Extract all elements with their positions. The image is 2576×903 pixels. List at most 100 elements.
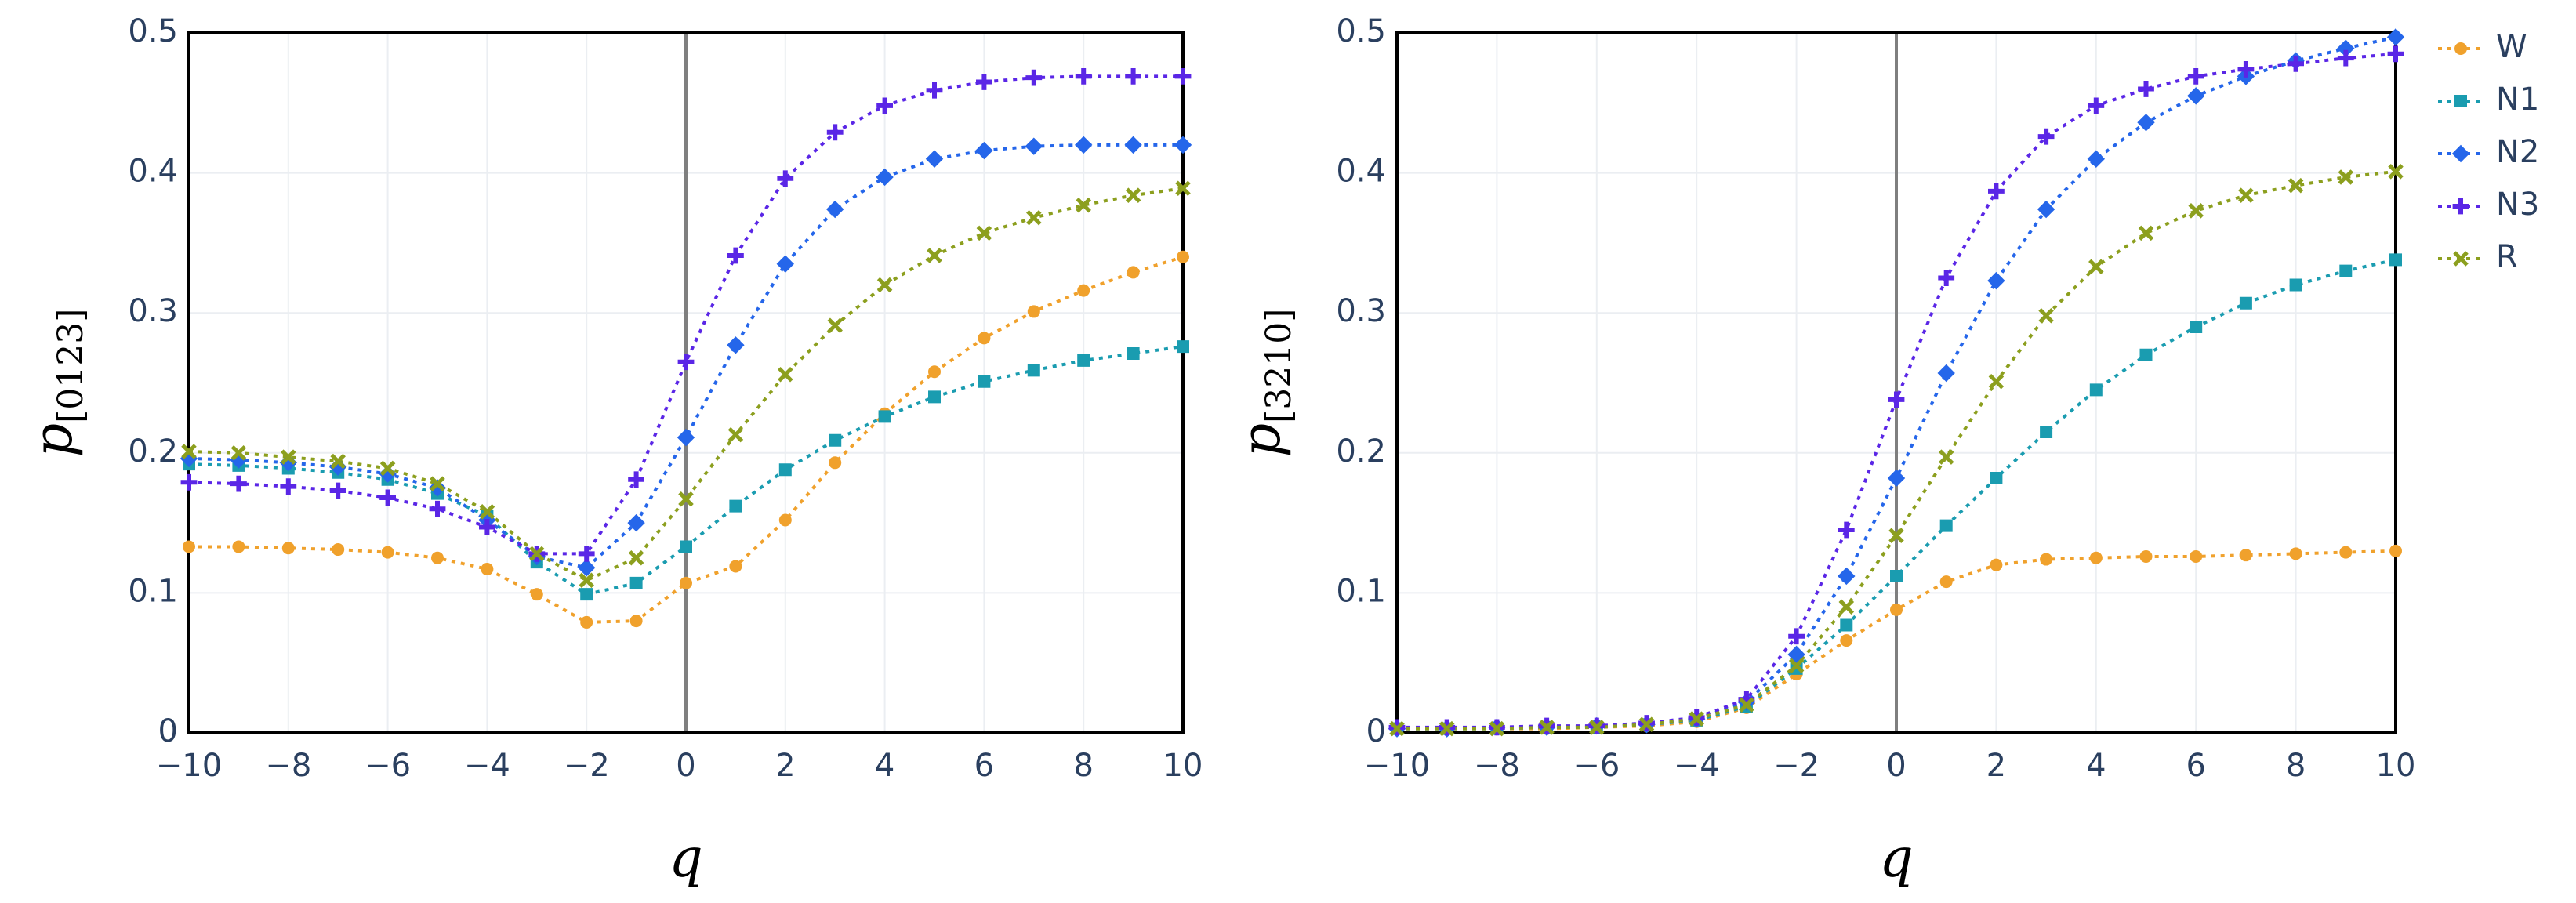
marker — [1125, 67, 1141, 85]
y-tick-label: 0.4 — [128, 154, 178, 190]
x-tick-label: 2 — [775, 748, 795, 784]
marker — [279, 454, 297, 472]
legend-label: N2 — [2496, 134, 2539, 170]
marker — [2088, 97, 2105, 114]
legend-label: R — [2496, 239, 2518, 275]
marker — [1890, 569, 1903, 582]
marker — [826, 200, 844, 219]
y-tick-label: 0.5 — [128, 13, 178, 49]
marker — [629, 576, 643, 589]
marker — [629, 615, 643, 628]
y-tick-label: 0.5 — [1336, 13, 1386, 49]
marker — [729, 499, 742, 513]
marker — [2037, 128, 2055, 145]
y-axis-label-sub: [3210] — [1259, 309, 1299, 423]
marker — [2139, 549, 2153, 563]
y-axis-label: p[3210] — [1231, 309, 1299, 458]
marker — [2337, 39, 2355, 57]
marker — [330, 453, 346, 470]
marker — [1990, 558, 2003, 571]
marker — [1026, 209, 1042, 226]
marker — [1990, 471, 2003, 484]
marker — [1689, 711, 1704, 727]
marker — [1937, 364, 1955, 383]
marker — [431, 551, 444, 564]
x-tick-label: −4 — [1674, 748, 1720, 784]
marker — [1077, 354, 1090, 367]
marker — [2088, 259, 2104, 275]
marker — [1838, 567, 1856, 586]
y-tick-label: 0.3 — [128, 293, 178, 329]
marker — [927, 248, 942, 263]
marker — [332, 543, 345, 557]
x-tick-label: −10 — [156, 748, 222, 784]
marker — [829, 456, 842, 470]
marker — [1888, 391, 1905, 408]
marker — [2238, 187, 2254, 203]
marker — [925, 150, 944, 168]
marker — [1838, 521, 1855, 539]
marker — [680, 576, 692, 589]
marker — [379, 465, 397, 483]
marker — [379, 460, 396, 477]
marker — [2089, 551, 2103, 564]
y-tick-label: 0.1 — [1336, 573, 1386, 609]
x-tick-label: 4 — [2086, 748, 2106, 784]
marker — [1174, 136, 1192, 154]
marker — [1127, 266, 1140, 279]
marker — [727, 336, 745, 354]
marker — [926, 82, 943, 99]
y-axis-label-main: p — [1231, 423, 1293, 458]
marker — [1025, 137, 1043, 155]
marker — [778, 513, 792, 527]
x-tick-label: −2 — [1773, 748, 1820, 784]
marker — [481, 563, 494, 576]
marker — [381, 546, 394, 559]
marker — [1739, 697, 1754, 713]
x-tick-label: 0 — [1886, 748, 1906, 784]
marker — [2089, 383, 2103, 397]
marker — [1027, 364, 1040, 377]
legend-marker — [2454, 42, 2467, 55]
marker — [379, 489, 396, 506]
marker — [329, 458, 347, 476]
marker — [1890, 603, 1903, 616]
marker — [1439, 720, 1455, 737]
y-axis-label: p[0123] — [23, 309, 91, 458]
marker — [1840, 618, 1853, 632]
marker — [727, 426, 744, 443]
marker — [2190, 321, 2203, 334]
marker — [430, 476, 445, 491]
marker — [1177, 340, 1189, 354]
marker — [183, 540, 195, 553]
x-tick-label: 6 — [2186, 748, 2205, 784]
x-tick-label: −8 — [265, 748, 311, 784]
marker — [978, 375, 991, 388]
marker — [776, 255, 794, 273]
marker — [628, 471, 644, 488]
marker — [2139, 348, 2153, 361]
legend-marker — [2451, 144, 2470, 163]
marker — [1888, 528, 1904, 543]
marker — [230, 445, 247, 461]
plot-frame — [187, 31, 1185, 734]
marker — [975, 141, 993, 160]
y-tick-label: 0 — [158, 713, 178, 749]
marker — [1939, 519, 1953, 532]
marker — [876, 168, 894, 187]
x-axis-label: q — [1879, 828, 1914, 890]
x-tick-label: 6 — [974, 748, 994, 784]
marker — [1027, 305, 1040, 318]
y-axis-label-main: p — [23, 423, 85, 458]
marker — [876, 277, 893, 293]
marker — [1175, 180, 1191, 197]
marker — [578, 545, 595, 562]
marker — [281, 449, 296, 465]
marker — [580, 615, 593, 629]
marker — [180, 473, 198, 491]
marker — [1988, 373, 2005, 390]
marker — [2137, 114, 2155, 132]
x-tick-label: −2 — [564, 748, 610, 784]
plot: 0 0.1 0.2 0.3 0.4 0.5 −10 −8 −6 −4 −2 0 2 4 6 8 10 q p[012… — [23, 13, 1203, 890]
y-tick-label: 0 — [1366, 713, 1386, 749]
